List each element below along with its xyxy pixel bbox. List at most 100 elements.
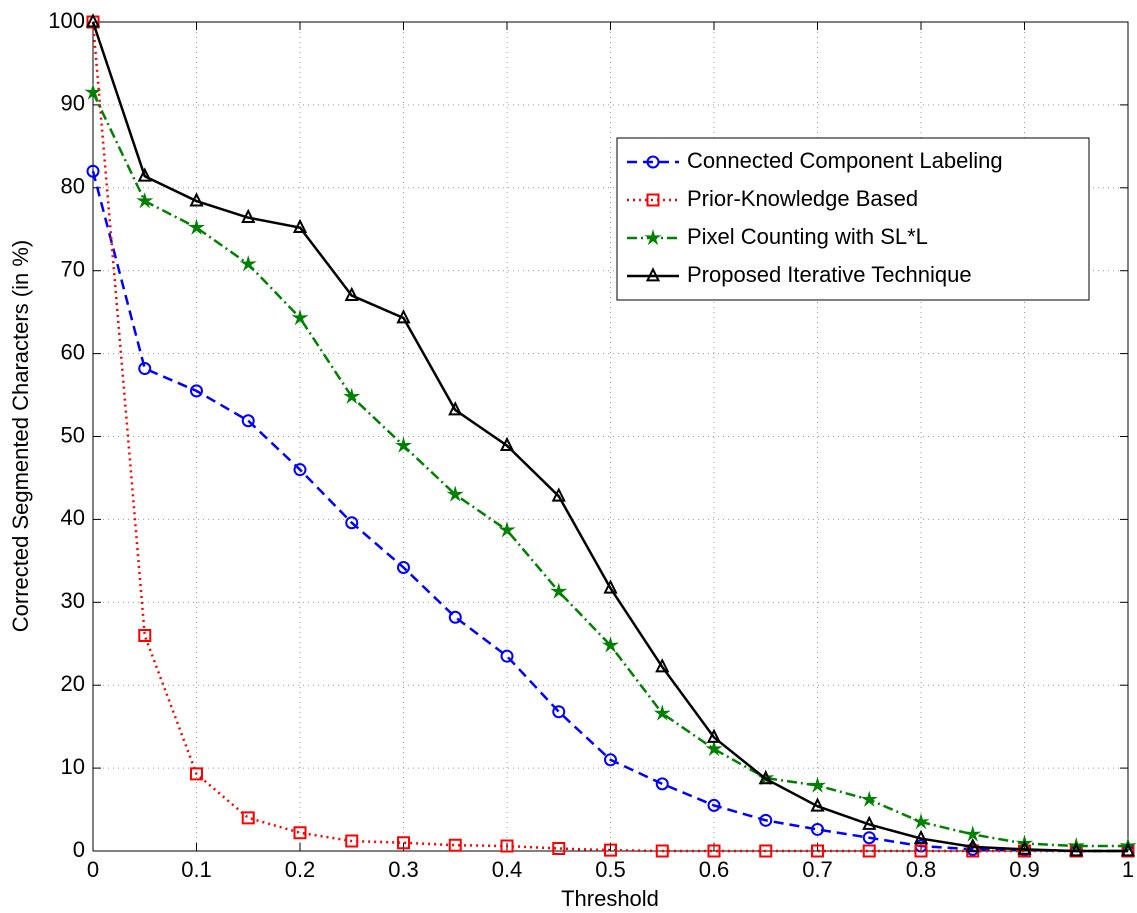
legend-box xyxy=(616,137,1090,301)
marker xyxy=(448,838,462,852)
marker xyxy=(189,384,204,398)
marker xyxy=(84,83,102,100)
marker xyxy=(138,628,152,642)
marker xyxy=(292,218,308,233)
marker xyxy=(862,844,876,858)
marker xyxy=(189,192,204,207)
marker xyxy=(707,798,721,812)
marker xyxy=(810,797,825,812)
marker xyxy=(860,790,878,807)
marker xyxy=(862,815,877,830)
marker xyxy=(965,838,980,853)
marker xyxy=(498,521,516,538)
y-tick-label: 90 xyxy=(61,91,85,116)
y-tick-label: 100 xyxy=(48,8,85,33)
y-tick-label: 60 xyxy=(61,339,85,364)
marker xyxy=(811,844,824,858)
marker xyxy=(655,777,669,791)
legend-label: Pixel Counting with SL*L xyxy=(687,224,928,249)
marker xyxy=(187,218,206,235)
x-tick-label: 0.6 xyxy=(699,857,730,882)
marker xyxy=(601,636,620,653)
series-line xyxy=(91,91,1128,848)
marker xyxy=(394,436,413,453)
marker xyxy=(1069,842,1084,857)
marker xyxy=(138,362,152,375)
legend-marker xyxy=(646,193,660,207)
marker xyxy=(604,843,617,857)
marker xyxy=(396,561,411,574)
marker xyxy=(86,15,100,29)
marker xyxy=(808,776,827,793)
marker xyxy=(86,164,100,178)
marker xyxy=(759,844,773,858)
marker xyxy=(500,839,514,853)
marker xyxy=(707,844,721,858)
marker xyxy=(293,463,307,477)
series-line xyxy=(91,21,1128,853)
y-tick-label: 20 xyxy=(61,671,85,696)
marker xyxy=(810,823,825,836)
marker xyxy=(241,414,255,428)
plot-frame xyxy=(92,21,1129,852)
marker xyxy=(705,740,723,757)
marker xyxy=(136,192,154,209)
marker xyxy=(759,813,773,827)
x-tick-label: 0.9 xyxy=(1009,857,1040,882)
marker xyxy=(1017,840,1032,855)
marker xyxy=(345,834,359,848)
marker xyxy=(913,829,929,844)
legend-marker xyxy=(645,267,661,282)
marker xyxy=(343,387,361,404)
marker xyxy=(1120,842,1136,857)
marker xyxy=(550,582,568,599)
marker xyxy=(653,704,671,721)
marker xyxy=(603,753,618,767)
marker xyxy=(239,255,257,272)
marker xyxy=(499,436,515,452)
y-tick-label: 0 xyxy=(73,837,85,862)
marker xyxy=(914,844,928,858)
y-tick-label: 30 xyxy=(61,588,85,613)
marker xyxy=(603,579,618,594)
marker xyxy=(552,705,566,719)
marker xyxy=(551,487,566,502)
marker xyxy=(758,770,773,785)
y-tick-label: 10 xyxy=(61,754,85,779)
legend-label: Proposed Iterative Technique xyxy=(687,262,972,287)
marker xyxy=(190,767,203,781)
marker xyxy=(446,485,464,502)
marker xyxy=(397,836,410,850)
x-tick-label: 0.4 xyxy=(492,857,523,882)
marker xyxy=(448,610,462,624)
legend: Connected Component Labeling Prior-Knowle… xyxy=(616,137,1090,301)
marker xyxy=(706,728,722,743)
x-axis-label: Threshold xyxy=(561,886,659,911)
legend-label: Connected Component Labeling xyxy=(687,148,1003,173)
marker xyxy=(85,13,101,28)
marker xyxy=(862,831,876,845)
x-tick-label: 0.2 xyxy=(285,857,316,882)
x-tick-label: 0.3 xyxy=(388,857,419,882)
y-axis-label: Corrected Segmented Characters (in %) xyxy=(8,240,33,633)
marker xyxy=(448,401,463,416)
x-tick-label: 0.5 xyxy=(595,857,626,882)
marker xyxy=(912,812,930,830)
y-tick-label: 80 xyxy=(61,174,85,199)
x-tick-label: 1 xyxy=(1122,857,1134,882)
marker xyxy=(396,309,411,324)
y-tick-label: 50 xyxy=(61,422,85,447)
marker xyxy=(241,811,255,825)
legend-marker xyxy=(646,155,660,169)
marker xyxy=(293,826,307,840)
x-tick-label: 0.1 xyxy=(181,857,212,882)
x-tick-label: 0.8 xyxy=(906,857,937,882)
marker xyxy=(964,825,982,842)
legend-marker xyxy=(644,229,662,246)
marker xyxy=(552,842,566,856)
marker xyxy=(344,286,359,301)
marker xyxy=(500,649,514,663)
marker xyxy=(345,516,359,530)
y-tick-label: 40 xyxy=(61,505,85,530)
